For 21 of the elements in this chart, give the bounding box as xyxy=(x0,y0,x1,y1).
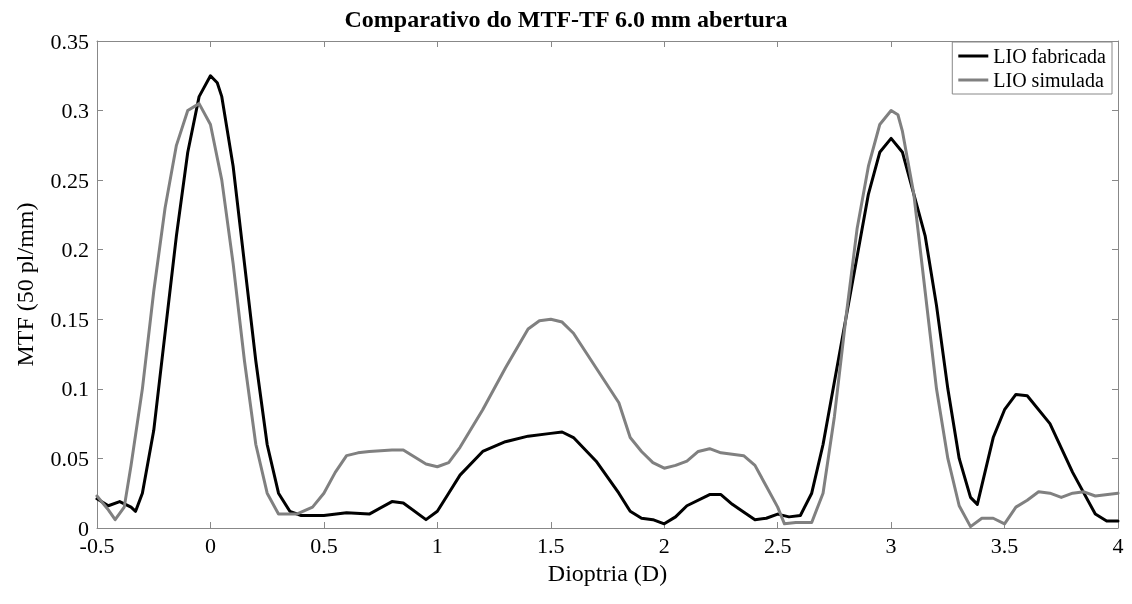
x-tick-label: 3 xyxy=(885,532,897,558)
x-tick-label: 1.5 xyxy=(537,532,565,558)
y-tick-label: 0.05 xyxy=(50,445,89,471)
y-tick-label: 0.2 xyxy=(61,237,89,263)
y-tick-label: 0.25 xyxy=(50,167,89,193)
y-tick-label: 0.15 xyxy=(50,306,89,332)
y-tick-label: 0.1 xyxy=(61,376,89,402)
x-tick-label: 2 xyxy=(658,532,670,558)
legend-label: LIO simulada xyxy=(993,69,1104,91)
y-tick-label: 0.3 xyxy=(61,98,89,124)
x-tick-label: 2.5 xyxy=(763,532,792,558)
x-tick-label: 0 xyxy=(204,532,216,558)
x-tick-label: 1 xyxy=(431,532,443,558)
x-tick-label: 4 xyxy=(1112,532,1124,558)
chart-title: Comparativo do MTF-TF 6.0 mm abertura xyxy=(344,6,788,32)
x-axis-title: Dioptria (D) xyxy=(547,559,668,586)
y-tick-label: 0.35 xyxy=(50,28,89,54)
x-tick-label: 0.5 xyxy=(310,532,338,558)
x-tick-label: 3.5 xyxy=(990,532,1019,558)
legend-label: LIO fabricada xyxy=(993,45,1107,67)
y-axis-title: MTF (50 pl/mm) xyxy=(12,202,38,367)
